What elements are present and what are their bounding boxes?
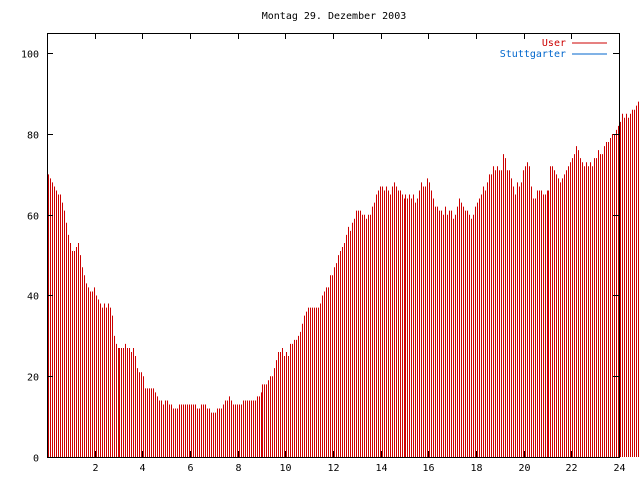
x-tick-label: 12 xyxy=(327,463,339,474)
y-tick-label: 60 xyxy=(27,212,39,223)
x-tick-label: 18 xyxy=(470,463,482,474)
y-tick-label: 20 xyxy=(27,373,39,384)
y-tick-label: 80 xyxy=(27,131,39,142)
x-tick-label: 20 xyxy=(518,463,530,474)
legend: User Stuttgarter xyxy=(500,38,607,60)
x-tick-label: 16 xyxy=(422,463,434,474)
x-tick-label: 10 xyxy=(279,463,291,474)
x-tick-label: 14 xyxy=(375,463,387,474)
legend-label-stuttgarter: Stuttgarter xyxy=(500,49,566,60)
user-series-bars xyxy=(48,101,639,457)
y-tick-label: 40 xyxy=(27,292,39,303)
y-axis: 0 20 40 60 80 100 xyxy=(21,50,619,465)
x-tick-label: 2 xyxy=(92,463,98,474)
x-tick-label: 24 xyxy=(613,463,625,474)
y-tick-label: 0 xyxy=(33,454,39,465)
x-tick-label: 6 xyxy=(187,463,193,474)
x-tick-label: 8 xyxy=(235,463,241,474)
legend-label-user: User xyxy=(542,38,566,49)
x-axis: 2 4 6 8 10 12 14 16 18 20 22 24 xyxy=(92,33,626,474)
chart-title: Montag 29. Dezember 2003 xyxy=(262,11,407,22)
x-tick-label: 4 xyxy=(139,463,145,474)
y-tick-label: 100 xyxy=(21,50,39,61)
x-tick-label: 22 xyxy=(565,463,577,474)
